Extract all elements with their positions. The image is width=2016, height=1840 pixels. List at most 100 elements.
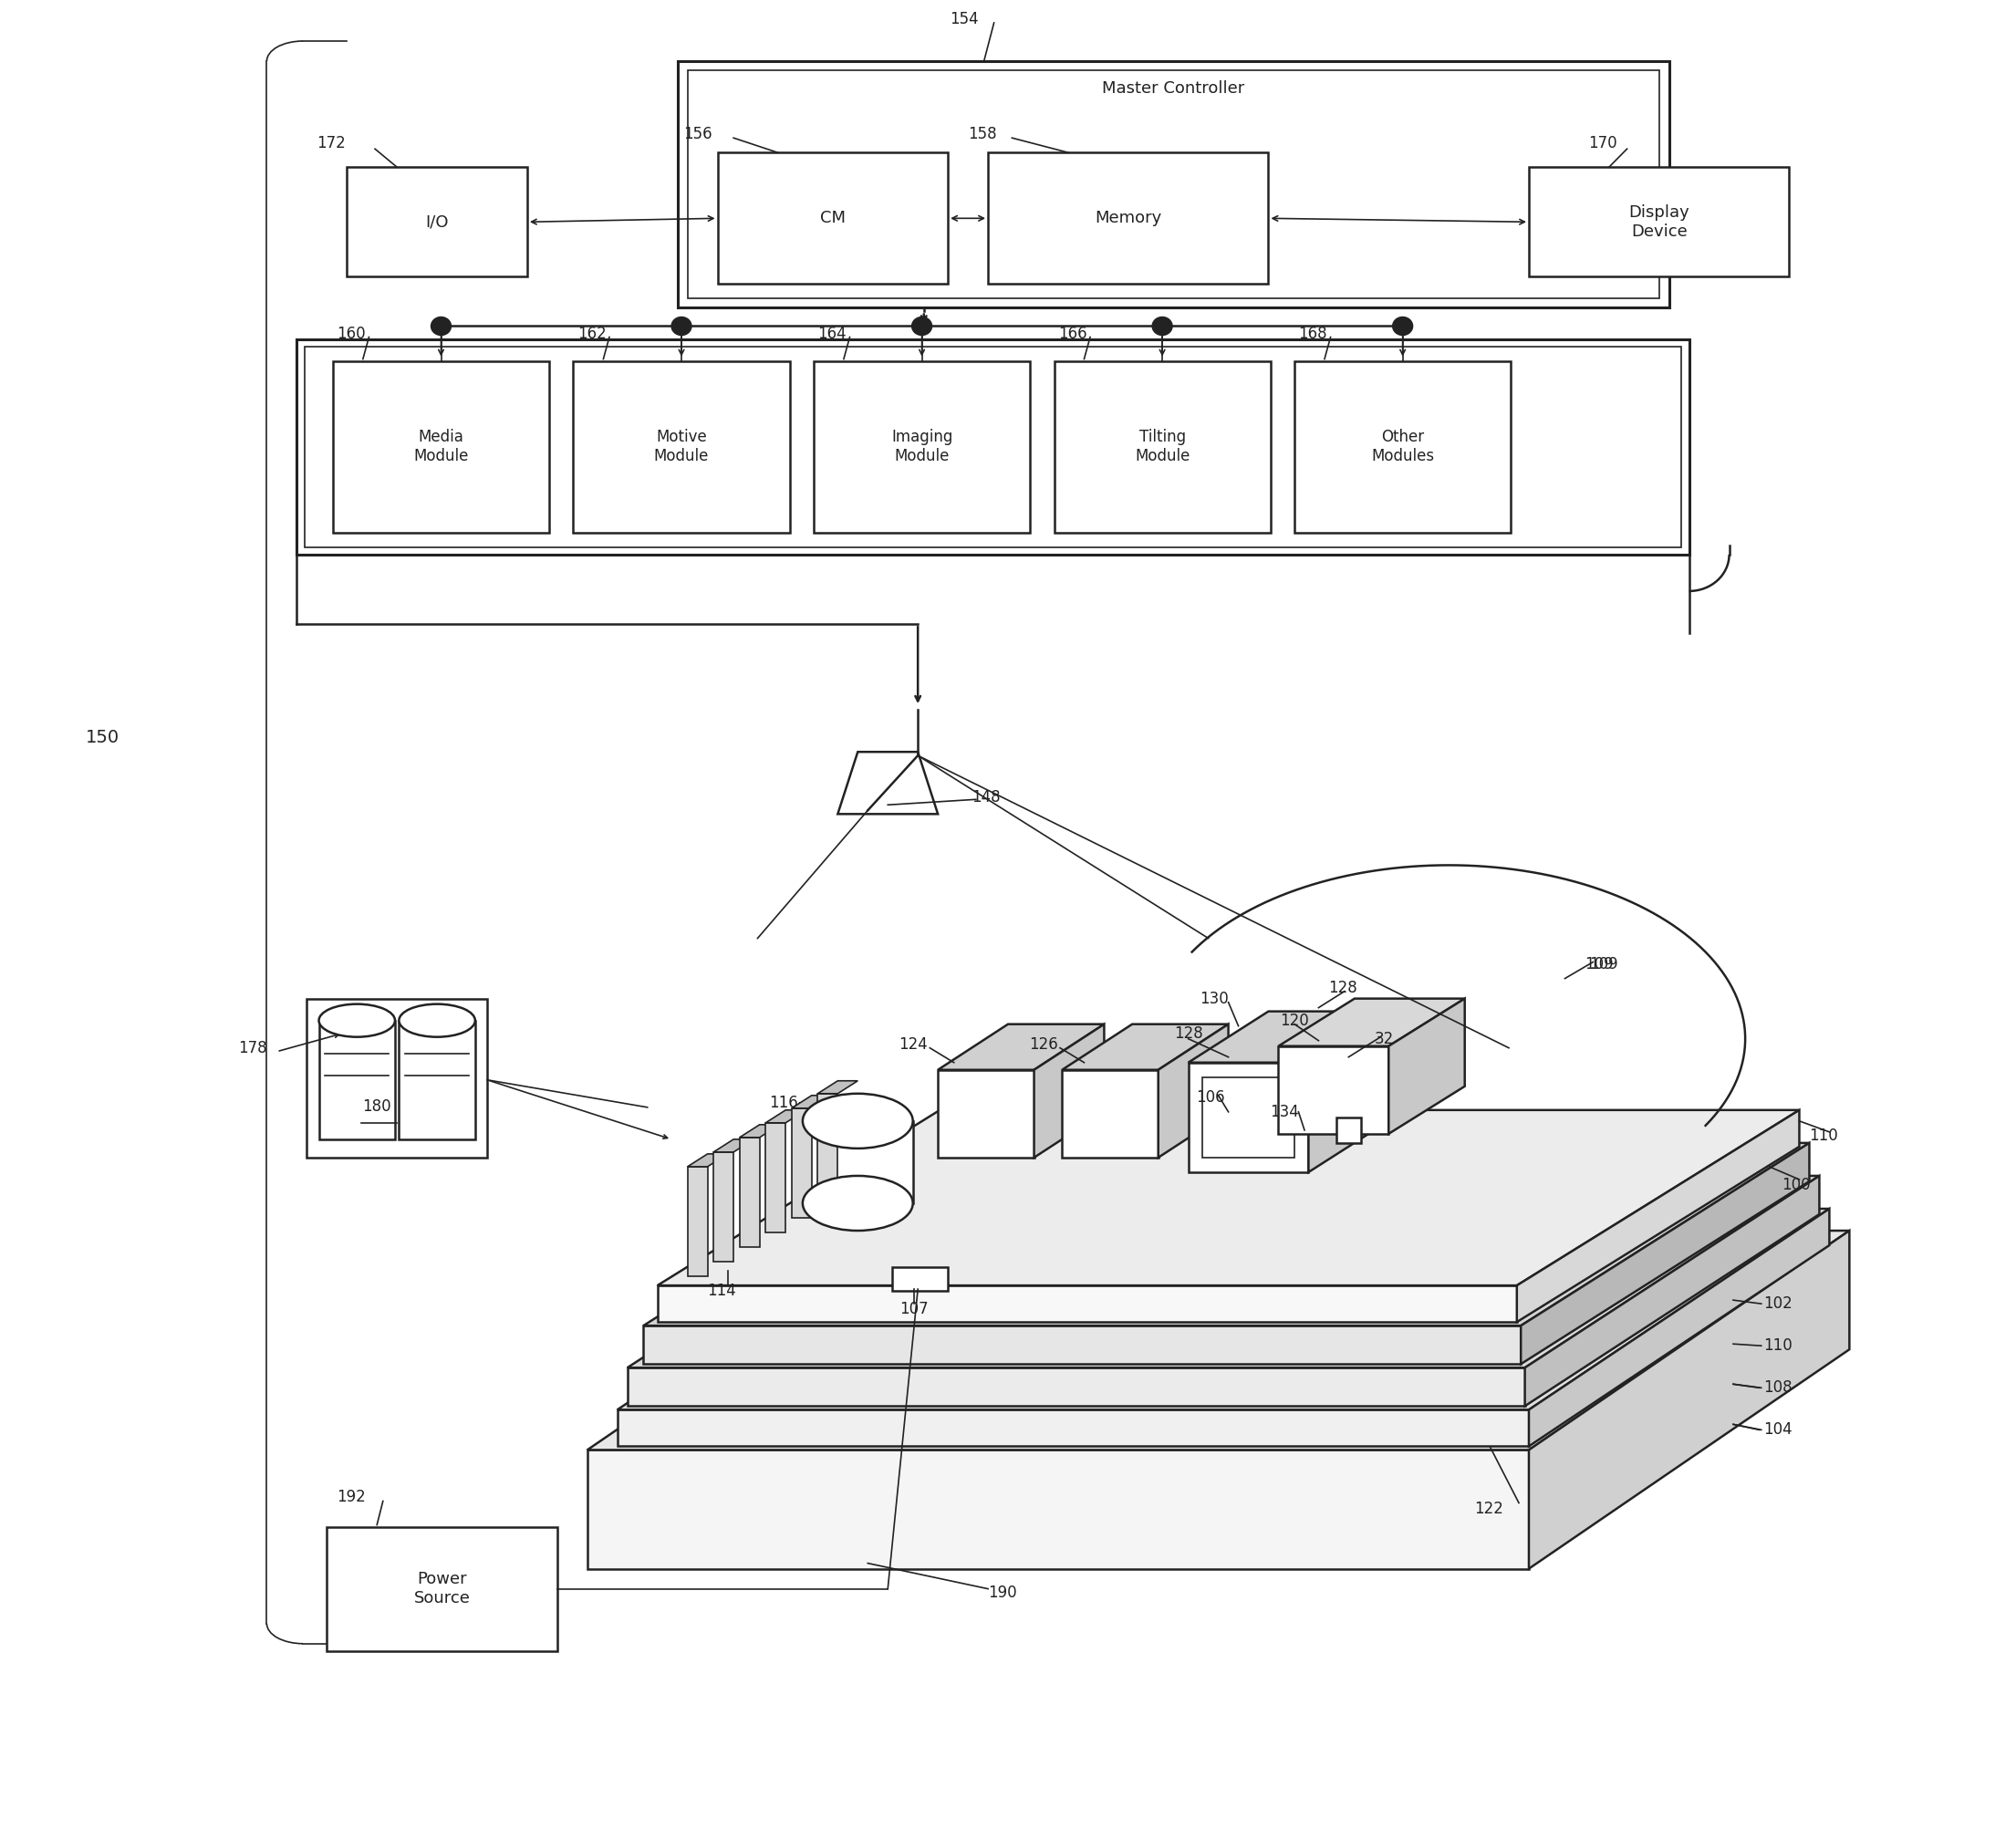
Text: 104: 104: [1764, 1422, 1792, 1439]
Polygon shape: [319, 1021, 395, 1139]
Circle shape: [431, 316, 452, 335]
Polygon shape: [766, 1122, 786, 1233]
Polygon shape: [1528, 1209, 1829, 1446]
Text: 108: 108: [1764, 1380, 1792, 1397]
Polygon shape: [714, 1139, 754, 1152]
Polygon shape: [657, 1110, 1800, 1286]
Polygon shape: [687, 1154, 728, 1167]
Text: Tilting
Module: Tilting Module: [1135, 429, 1189, 464]
Polygon shape: [643, 1325, 1520, 1363]
Bar: [304, 346, 1681, 546]
Polygon shape: [1520, 1143, 1808, 1363]
Polygon shape: [627, 1367, 1524, 1406]
Circle shape: [911, 316, 931, 335]
Bar: [327, 1527, 556, 1650]
Circle shape: [671, 316, 691, 335]
Text: Other
Modules: Other Modules: [1371, 429, 1433, 464]
Polygon shape: [1389, 999, 1466, 1133]
Polygon shape: [1308, 1012, 1389, 1172]
Polygon shape: [617, 1209, 1829, 1409]
Polygon shape: [740, 1124, 780, 1137]
Bar: [677, 61, 1669, 307]
Text: 172: 172: [317, 134, 345, 151]
Polygon shape: [891, 1268, 948, 1292]
Polygon shape: [1528, 1231, 1849, 1570]
Text: 162: 162: [577, 326, 607, 342]
Text: 122: 122: [1474, 1500, 1504, 1516]
Text: 148: 148: [972, 789, 1000, 806]
Polygon shape: [818, 1093, 839, 1203]
Text: 114: 114: [708, 1282, 736, 1299]
Text: CM: CM: [821, 210, 845, 226]
Text: 120: 120: [1280, 1012, 1308, 1029]
Text: Display
Device: Display Device: [1629, 204, 1689, 239]
Circle shape: [1153, 316, 1171, 335]
Text: 32: 32: [1375, 1030, 1393, 1047]
Polygon shape: [1034, 1025, 1105, 1157]
Text: 109: 109: [1589, 955, 1617, 972]
Bar: [687, 70, 1659, 298]
Text: Imaging
Module: Imaging Module: [891, 429, 954, 464]
Text: 154: 154: [950, 11, 978, 28]
Ellipse shape: [802, 1093, 913, 1148]
Text: 109: 109: [1585, 955, 1615, 972]
Polygon shape: [937, 1069, 1034, 1157]
Bar: [1528, 167, 1790, 276]
Polygon shape: [1202, 1076, 1294, 1157]
Polygon shape: [617, 1409, 1528, 1446]
Polygon shape: [1278, 999, 1466, 1047]
Text: Power
Source: Power Source: [413, 1571, 470, 1606]
Ellipse shape: [319, 1005, 395, 1038]
Polygon shape: [643, 1143, 1808, 1325]
Bar: [573, 361, 790, 532]
Polygon shape: [627, 1176, 1818, 1367]
Text: 166: 166: [1058, 326, 1087, 342]
Text: 170: 170: [1589, 134, 1617, 151]
Bar: [1294, 361, 1510, 532]
Bar: [333, 361, 548, 532]
Text: 128: 128: [1173, 1025, 1204, 1041]
Polygon shape: [740, 1137, 760, 1248]
Circle shape: [1393, 316, 1413, 335]
Bar: [814, 361, 1030, 532]
Text: 130: 130: [1200, 990, 1230, 1006]
Text: 128: 128: [1329, 979, 1357, 995]
Text: 116: 116: [768, 1095, 798, 1111]
Text: Master Controller: Master Controller: [1103, 81, 1244, 98]
Text: 178: 178: [238, 1040, 266, 1056]
Text: 102: 102: [1764, 1295, 1792, 1312]
Polygon shape: [1062, 1025, 1228, 1069]
Text: Memory: Memory: [1095, 210, 1161, 226]
Text: 110: 110: [1808, 1128, 1839, 1144]
Polygon shape: [714, 1152, 734, 1262]
Polygon shape: [587, 1231, 1849, 1450]
Polygon shape: [937, 1025, 1105, 1069]
Polygon shape: [1062, 1069, 1159, 1157]
Polygon shape: [687, 1167, 708, 1277]
Ellipse shape: [802, 1176, 913, 1231]
Polygon shape: [839, 753, 937, 813]
Text: 190: 190: [988, 1584, 1016, 1601]
Polygon shape: [1524, 1176, 1818, 1406]
Text: 164: 164: [818, 326, 847, 342]
Polygon shape: [1337, 1117, 1361, 1143]
Polygon shape: [1516, 1110, 1800, 1321]
Polygon shape: [1187, 1012, 1389, 1062]
Text: Motive
Module: Motive Module: [653, 429, 710, 464]
Text: 126: 126: [1028, 1036, 1058, 1052]
Text: 100: 100: [1782, 1178, 1810, 1192]
Polygon shape: [1187, 1062, 1308, 1172]
Text: 192: 192: [337, 1489, 365, 1505]
Text: 160: 160: [337, 326, 365, 342]
Text: I/O: I/O: [425, 213, 450, 230]
Bar: [1054, 361, 1270, 532]
Polygon shape: [399, 1021, 476, 1139]
Bar: [347, 167, 528, 276]
Text: 124: 124: [899, 1036, 927, 1052]
Bar: [988, 153, 1268, 283]
Text: 158: 158: [968, 125, 996, 142]
Text: 134: 134: [1270, 1104, 1298, 1121]
Text: 156: 156: [683, 125, 712, 142]
Polygon shape: [657, 1286, 1516, 1321]
Text: 110: 110: [1764, 1338, 1792, 1354]
